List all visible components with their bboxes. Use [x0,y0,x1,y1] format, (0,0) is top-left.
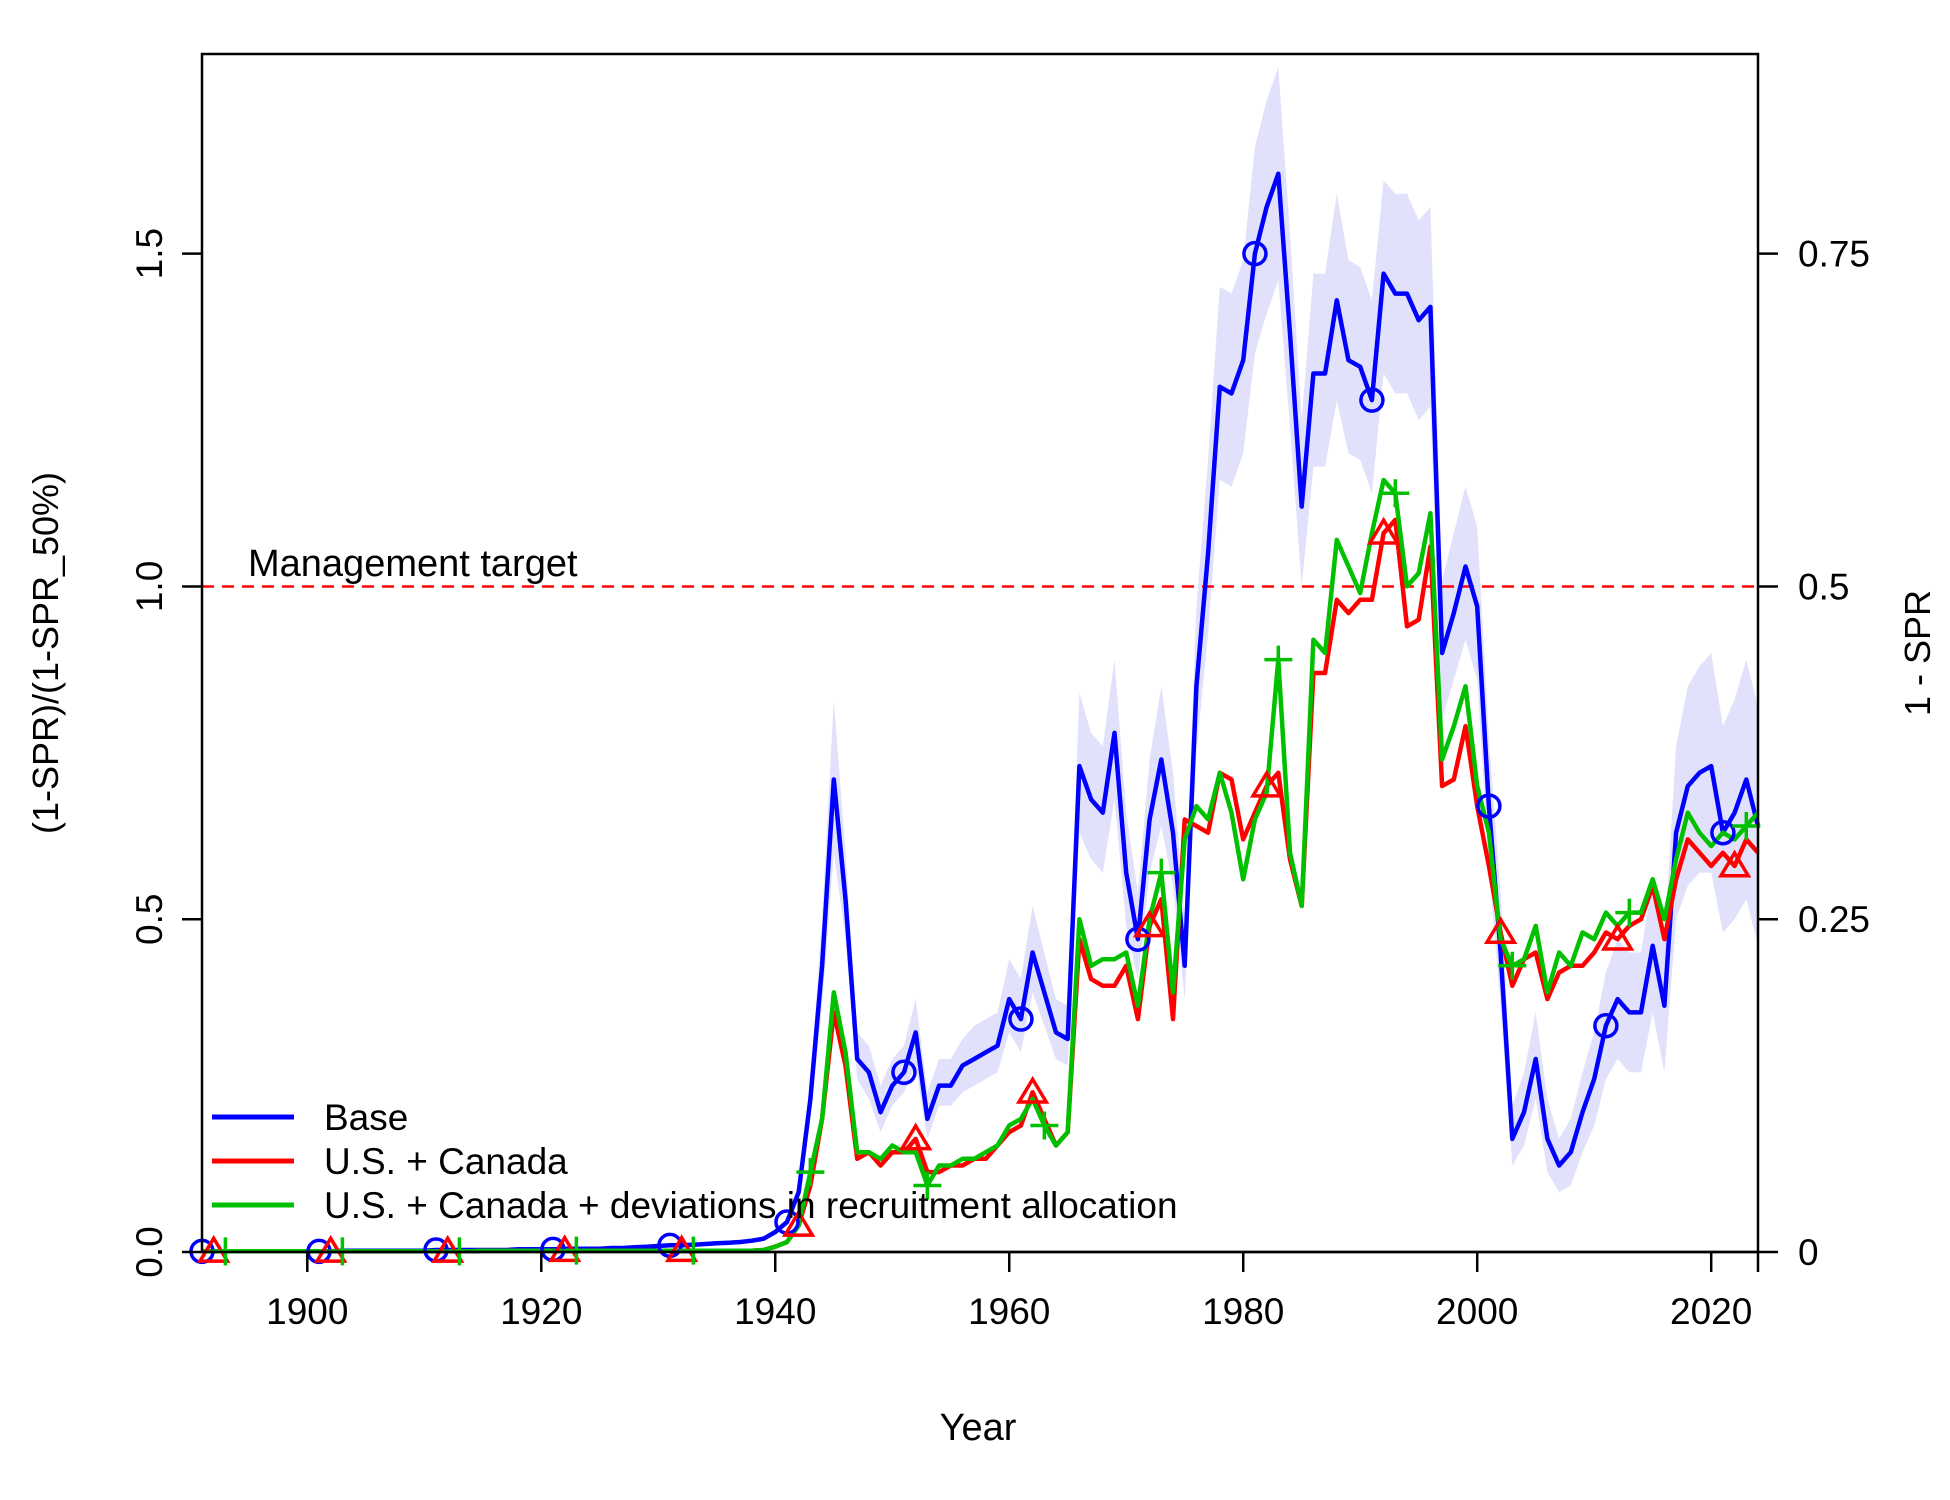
series-marker-us-canada [1483,916,1518,945]
series-marker-us-canada-deviations [1381,479,1410,508]
series-marker-base [1242,240,1268,267]
series-marker-us-canada [1015,1075,1050,1104]
reference-line-label: Management target [248,543,578,585]
y-axis-title-left: (1-SPR)/(1-SPR_50%) [25,472,66,834]
confidence-band-layer [202,67,1758,1252]
y-tick-label: 1.0 [129,561,170,612]
series-marker-us-canada-deviations [1147,858,1176,887]
series-marker-us-canada [1366,516,1401,545]
x-tick-label: 2020 [1670,1291,1752,1332]
series-marker-base [1008,1006,1034,1032]
series-marker-us-canada [1600,922,1635,951]
series-marker-us-canada-deviations [1732,812,1761,841]
series-marker-us-canada-deviations [679,1236,708,1265]
series-marker-us-canada-deviations [1498,951,1527,980]
series-marker-base [1476,793,1502,819]
series-marker-us-canada-deviations [913,1171,942,1200]
x-tick-label: 1940 [734,1291,816,1332]
x-tick-label: 1980 [1202,1291,1284,1332]
x-tick-label: 1920 [500,1291,582,1332]
y-axis-right: 0 0.25 0.5 0.75 [1758,234,1870,1273]
y-tick-label: 1.5 [129,228,170,279]
series-marker-us-canada [1717,849,1752,878]
y-axis-title-right: 1 - SPR [1897,590,1938,716]
y-axis-left: 0.0 0.5 1.0 1.5 [129,228,202,1278]
y2-tick-label: 0.5 [1798,566,1849,607]
series-marker-us-canada-deviations [796,1158,825,1187]
x-axis: 1900 1920 1940 1960 1980 2000 2020 [266,1250,1760,1332]
y-tick-label: 0.5 [129,894,170,945]
series-marker-base [1710,819,1736,846]
series-marker-us-canada-deviations [1030,1111,1059,1140]
x-axis-title: Year [940,1407,1017,1449]
series-marker-base [891,1059,917,1086]
series-marker-us-canada-deviations [1615,898,1644,927]
x-tick-label: 1900 [266,1291,348,1332]
legend-label-us-canada-deviations: U.S. + Canada + deviations in recruitmen… [324,1185,1178,1226]
series-marker-base [1125,926,1151,952]
base-confidence-band [202,67,1758,1252]
series-marker-us-canada [781,1208,816,1237]
series-marker-us-canada-deviations [1264,645,1293,674]
series-marker-us-canada-deviations [562,1236,591,1265]
y2-tick-label: 0 [1798,1232,1819,1273]
series-marker-us-canada [1249,769,1284,798]
y-tick-label: 0.0 [129,1226,170,1277]
legend-label-us-canada: U.S. + Canada [324,1141,568,1182]
x-tick-label: 1960 [968,1291,1050,1332]
series-marker-base [1593,1012,1619,1039]
legend-label-base: Base [324,1097,408,1138]
series-marker-base [1359,387,1385,413]
x-tick-label: 2000 [1436,1291,1518,1332]
y2-tick-label: 0.25 [1798,899,1870,940]
series-marker-us-canada [1132,909,1167,938]
series-marker-us-canada [898,1122,933,1151]
y2-tick-label: 0.75 [1798,234,1870,275]
